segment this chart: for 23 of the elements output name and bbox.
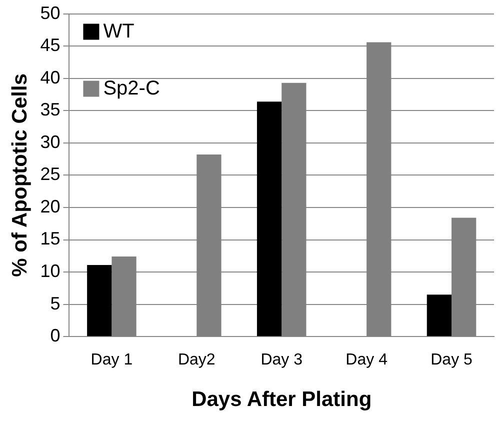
y-tick-label: 25 [40,164,60,184]
y-tick-label: 50 [40,2,60,23]
x-tick-label: Day 3 [260,352,303,369]
y-tick-label: 10 [40,261,60,282]
y-tick-label: 15 [40,228,60,249]
legend-label: Sp2-C [103,77,160,100]
x-tick-label: Day 5 [430,352,473,369]
bar [426,294,452,336]
y-tick-label: 45 [40,35,60,56]
bar [87,264,112,336]
y-axis-title: % of Apoptotic Cells [8,74,32,277]
y-tick-label: 5 [50,293,60,314]
x-tick-label: Day2 [178,352,216,369]
x-tick-label: Day 1 [90,352,133,369]
bar [256,102,282,336]
y-tick-label: 20 [40,196,60,216]
y-tick-label: 35 [40,100,60,120]
x-tick-label: Day 4 [346,352,388,369]
y-tick-label: 0 [50,326,60,346]
legend-label: WT [103,20,134,42]
x-axis-title: Days After Plating [192,388,372,412]
y-tick-label: 30 [40,132,60,152]
y-tick-label: 40 [40,67,60,88]
